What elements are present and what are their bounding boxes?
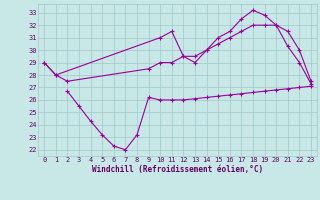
X-axis label: Windchill (Refroidissement éolien,°C): Windchill (Refroidissement éolien,°C) [92, 165, 263, 174]
